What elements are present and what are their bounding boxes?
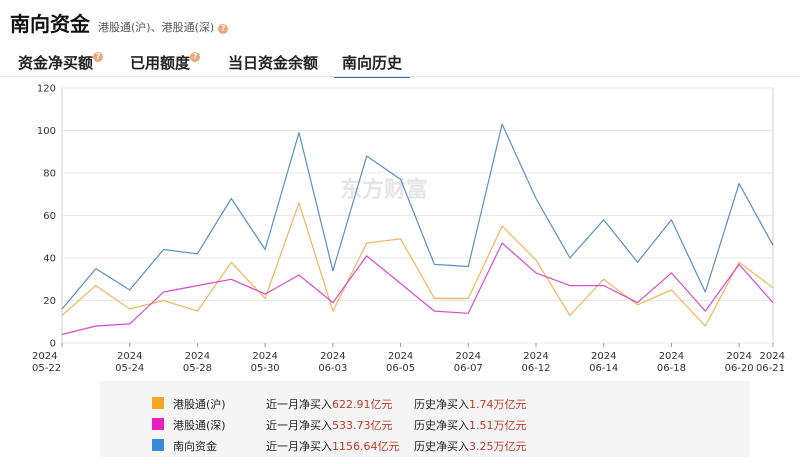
x-tick-year: 2024 — [32, 351, 57, 362]
y-tick-label: 120 — [37, 84, 56, 95]
x-tick-year: 2024 — [523, 351, 548, 362]
month-value: 533.73亿元 — [332, 419, 393, 432]
x-tick-year: 2024 — [456, 351, 481, 362]
watermark-text: 东方财富 — [340, 177, 428, 203]
x-tick-year: 2024 — [591, 351, 616, 362]
x-tick-year: 2024 — [320, 351, 345, 362]
month-value: 1156.64亿元 — [332, 440, 400, 453]
tab-daily-balance[interactable]: 当日资金余额 — [228, 52, 318, 73]
x-tick-year: 2024 — [185, 351, 210, 362]
x-tick-year: 2024 — [760, 351, 785, 362]
x-tick-year: 2024 — [252, 351, 277, 362]
page-subtitle: 港股通(沪)、港股通(深) — [98, 21, 215, 34]
hist-label: 历史净买入 — [414, 398, 469, 411]
hist-label: 历史净买入 — [414, 419, 469, 432]
hist-value: 1.74万亿元 — [469, 398, 527, 411]
legend-hist: 历史净买入3.25万亿元 — [414, 438, 527, 454]
legend-month: 近一月净买入533.73亿元 — [266, 417, 393, 433]
y-tick-label: 100 — [37, 126, 56, 137]
series-line-0[interactable] — [61, 202, 774, 327]
tab-label: 当日资金余额 — [228, 54, 319, 72]
x-tick-date: 05-28 — [183, 363, 212, 372]
tab-label: 资金净买额 — [18, 54, 94, 72]
help-icon[interactable]: ? — [93, 51, 104, 62]
legend-name: 港股通(深) — [173, 419, 226, 432]
hist-label: 历史净买入 — [414, 440, 469, 453]
legend-swatch-sz — [152, 418, 164, 430]
legend-name: 港股通(沪) — [173, 398, 226, 411]
month-label: 近一月净买入 — [266, 419, 332, 432]
x-tick-date: 05-24 — [115, 363, 144, 372]
y-tick-label: 60 — [43, 211, 56, 222]
legend-swatch-sh — [152, 397, 164, 409]
y-tick-label: 0 — [50, 339, 56, 350]
month-label: 近一月净买入 — [266, 440, 332, 453]
y-tick-label: 80 — [43, 169, 56, 180]
x-tick-date: 06-07 — [454, 363, 483, 372]
legend-row-sh[interactable]: 港股通(沪) 近一月净买入622.91亿元 历史净买入1.74万亿元 — [100, 395, 750, 413]
y-tick-label: 40 — [43, 254, 56, 265]
legend-month: 近一月净买入1156.64亿元 — [266, 438, 400, 454]
x-tick-date: 06-18 — [657, 363, 686, 372]
x-tick-date: 06-20 — [725, 363, 754, 372]
x-tick-year: 2024 — [117, 351, 142, 362]
x-tick-date: 06-05 — [386, 363, 415, 372]
legend-row-sz[interactable]: 港股通(深) 近一月净买入533.73亿元 历史净买入1.51万亿元 — [100, 416, 750, 434]
tab-divider — [0, 76, 800, 77]
tab-used-quota[interactable]: 已用额度? — [130, 51, 201, 73]
hist-value: 3.25万亿元 — [469, 440, 527, 453]
series-line-2[interactable] — [61, 123, 774, 310]
legend-name: 南向资金 — [173, 440, 217, 453]
x-tick-date: 06-03 — [318, 363, 347, 372]
legend-panel: 港股通(沪) 近一月净买入622.91亿元 历史净买入1.74万亿元 港股通(深… — [100, 381, 750, 457]
hist-value: 1.51万亿元 — [469, 419, 527, 432]
tab-label: 南向历史 — [342, 54, 403, 72]
tab-net-buy[interactable]: 资金净买额? — [18, 51, 104, 73]
x-tick-date: 06-21 — [756, 363, 785, 372]
legend-hist: 历史净买入1.51万亿元 — [414, 417, 527, 433]
tab-bar: 资金净买额? 已用额度? 当日资金余额 南向历史 — [0, 50, 800, 78]
help-icon[interactable]: ? — [218, 24, 229, 34]
series-line-1[interactable] — [61, 242, 774, 336]
help-icon[interactable]: ? — [190, 51, 201, 62]
legend-hist: 历史净买入1.74万亿元 — [414, 396, 527, 412]
x-tick-year: 2024 — [388, 351, 413, 362]
legend-swatch-total — [152, 439, 164, 451]
legend-month: 近一月净买入622.91亿元 — [266, 396, 393, 412]
x-tick-date: 06-14 — [589, 363, 618, 372]
x-tick-date: 05-30 — [251, 363, 280, 372]
x-tick-date: 05-22 — [32, 363, 61, 372]
legend-row-total[interactable]: 南向资金 近一月净买入1156.64亿元 历史净买入3.25万亿元 — [100, 437, 750, 455]
page-title: 南向资金 — [10, 12, 90, 36]
x-tick-year: 2024 — [726, 351, 751, 362]
x-tick-year: 2024 — [659, 351, 684, 362]
month-label: 近一月净买入 — [266, 398, 332, 411]
y-tick-label: 20 — [43, 296, 56, 307]
month-value: 622.91亿元 — [332, 398, 393, 411]
page-header: 南向资金 港股通(沪)、港股通(深) ? — [10, 8, 229, 38]
tab-southbound-history[interactable]: 南向历史 — [334, 52, 411, 78]
x-tick-date: 06-12 — [521, 363, 550, 372]
tab-label: 已用额度 — [130, 54, 191, 72]
